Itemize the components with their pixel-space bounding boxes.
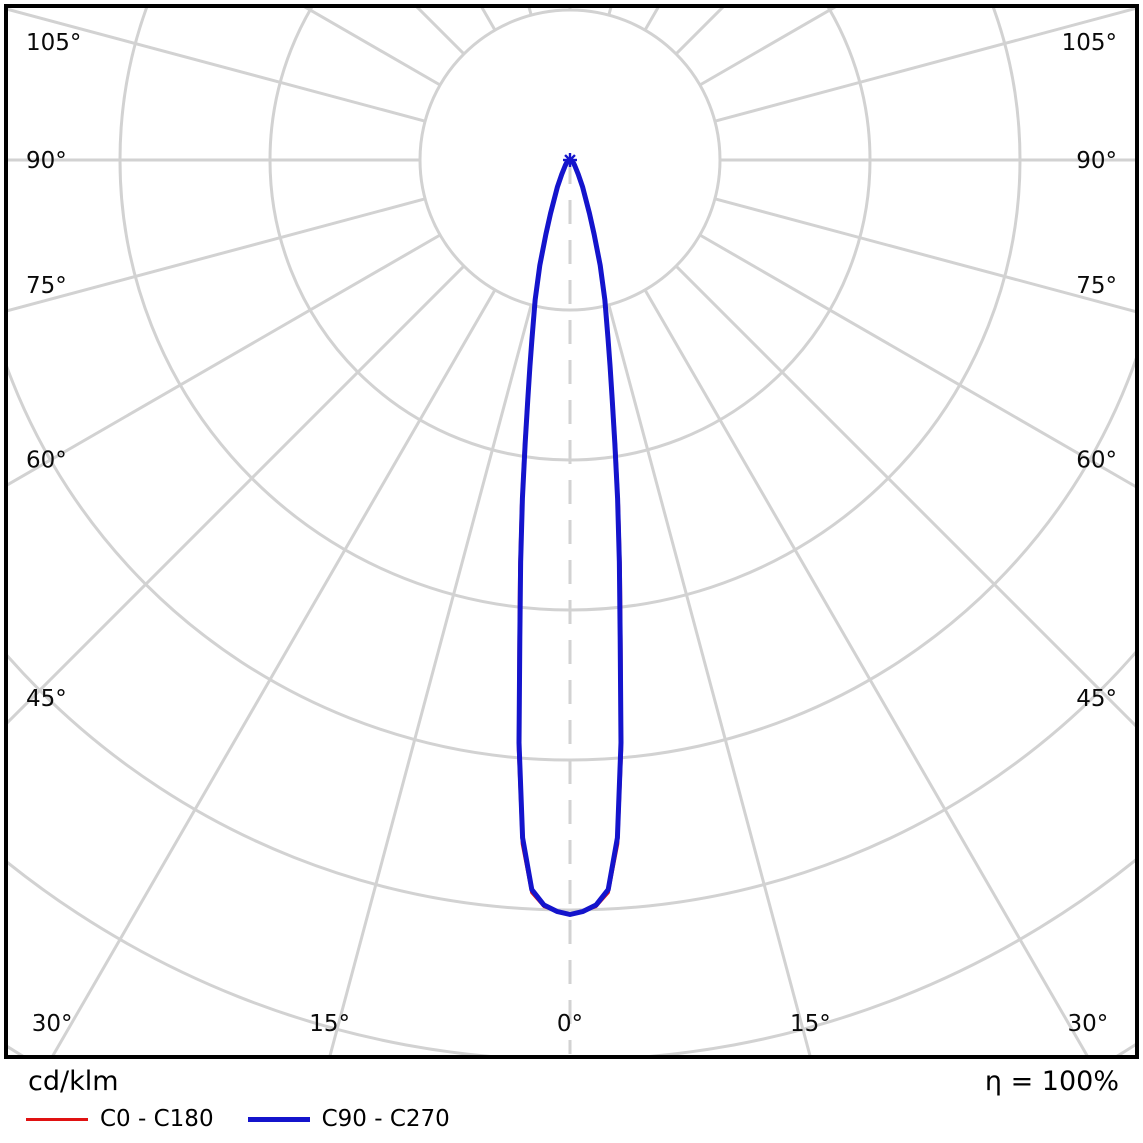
angle-label: 15° xyxy=(309,1011,350,1037)
polar-plot: 0° 15° 15° 30° 30° 45° 45° 60° 60° 75° 75° 90° 90° 10… xyxy=(4,4,1139,1059)
angle-label: 75° xyxy=(26,273,67,299)
angle-label: 90° xyxy=(1076,148,1117,174)
grid-radial-line xyxy=(8,197,426,313)
angle-label: 75° xyxy=(1076,273,1117,299)
grid-radial-line xyxy=(51,289,497,1055)
angle-label: 105° xyxy=(1062,30,1117,56)
angle-label: 90° xyxy=(26,148,67,174)
efficiency-label: η = 100% xyxy=(984,1066,1119,1097)
legend-item-c90: C90 - C270 xyxy=(247,1106,450,1132)
grid-ring xyxy=(268,8,872,462)
grid-radial-line xyxy=(643,289,1089,1055)
grid-ring xyxy=(8,650,1135,912)
grid-radial-line xyxy=(8,233,441,487)
grid-radial-line xyxy=(328,304,533,1055)
legend-swatch-c90 xyxy=(247,1116,310,1122)
angle-label: 45° xyxy=(26,686,67,712)
angle-label: 105° xyxy=(26,30,81,56)
legend-item-c0: C0 - C180 xyxy=(26,1106,214,1132)
grid-radial-line xyxy=(675,265,1135,728)
angle-label: 15° xyxy=(790,1011,831,1037)
angle-label: 0° xyxy=(557,1011,583,1037)
grid-radial-line xyxy=(8,265,465,725)
angle-label: 30° xyxy=(32,1011,73,1037)
legend: C0 - C180 C90 - C270 xyxy=(26,1106,450,1132)
origin-marker xyxy=(563,153,577,167)
angle-label: 60° xyxy=(26,448,67,474)
plot-footer: cd/klm η = 100% C0 - C180 C90 - C270 xyxy=(0,1060,1143,1143)
grid-radial-line xyxy=(8,8,426,123)
curve-c90-c270 xyxy=(516,157,624,917)
grid-radial-line xyxy=(699,233,1135,488)
angle-labels: 0° 15° 15° 30° 30° 45° 45° 60° 60° 75° 75° 90° 90° 10… xyxy=(26,30,1117,1037)
legend-label-c90: C90 - C270 xyxy=(321,1106,450,1132)
angle-label: 45° xyxy=(1076,686,1117,712)
plot-border xyxy=(4,4,1139,1059)
legend-swatch-c0 xyxy=(26,1117,88,1121)
grid-ring xyxy=(118,8,1022,612)
grid-radial-line xyxy=(607,304,812,1055)
legend-label-c0: C0 - C180 xyxy=(100,1106,214,1132)
unit-label: cd/klm xyxy=(28,1066,119,1097)
grid-radial-line xyxy=(714,8,1135,123)
angle-label: 60° xyxy=(1076,448,1117,474)
angle-label: 30° xyxy=(1067,1011,1108,1037)
grid-radial-line xyxy=(714,197,1135,313)
polar-grid xyxy=(8,8,1135,1055)
